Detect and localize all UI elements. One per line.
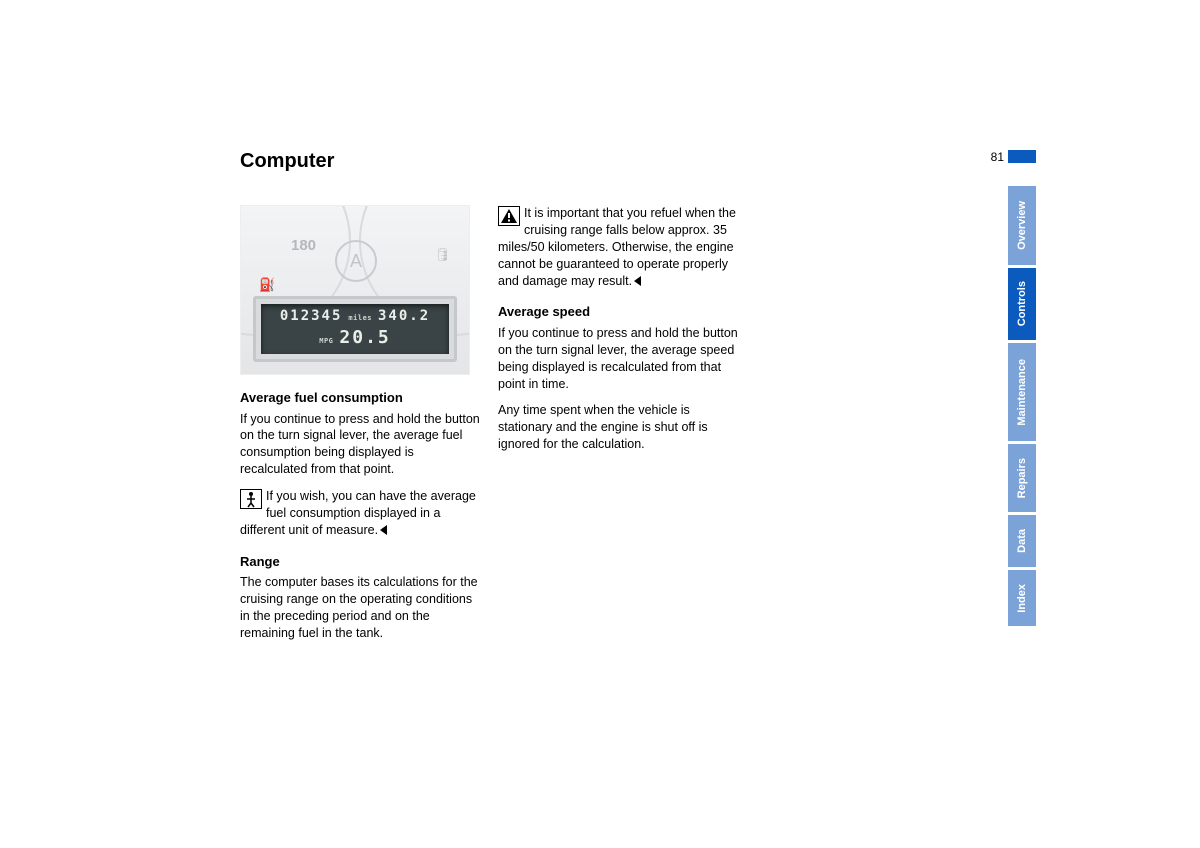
- heading-avg-speed: Average speed: [498, 303, 738, 321]
- note-unit: If you wish, you can have the average fu…: [240, 488, 480, 539]
- text-avg-fuel: If you continue to press and hold the bu…: [240, 411, 480, 479]
- tab-label: Index: [1016, 574, 1028, 623]
- text-avg-speed-2: Any time spent when the vehicle is stati…: [498, 402, 738, 453]
- content-columns: 180 A ⛽ 🛢 012345 miles 340.2 MPG 20.5: [240, 205, 740, 652]
- page-number: 81: [991, 150, 1004, 164]
- mpg-label: MPG: [319, 337, 333, 346]
- person-icon: [240, 489, 262, 509]
- warning-refuel: It is important that you refuel when the…: [498, 205, 738, 289]
- tab-label: Maintenance: [1016, 349, 1028, 436]
- tab-label: Repairs: [1016, 448, 1028, 508]
- end-marker-icon: [634, 276, 641, 286]
- column-left: 180 A ⛽ 🛢 012345 miles 340.2 MPG 20.5: [240, 205, 480, 652]
- tab-maintenance[interactable]: Maintenance: [1008, 343, 1036, 441]
- text-range: The computer bases its calculations for …: [240, 574, 480, 642]
- oil-icon: 🛢: [434, 246, 451, 264]
- heading-avg-fuel: Average fuel consumption: [240, 389, 480, 407]
- page-marker: [1008, 150, 1036, 163]
- tab-index[interactable]: Index: [1008, 570, 1036, 626]
- tab-data[interactable]: Data: [1008, 515, 1036, 567]
- page-title: Computer: [240, 150, 1200, 173]
- dashboard-illustration: 180 A ⛽ 🛢 012345 miles 340.2 MPG 20.5: [240, 205, 470, 375]
- warning-icon: [498, 206, 520, 226]
- speed-number: 180: [291, 236, 316, 256]
- odometer-unit: miles: [348, 314, 372, 323]
- tab-controls[interactable]: Controls: [1008, 268, 1036, 340]
- tab-repairs[interactable]: Repairs: [1008, 444, 1036, 512]
- lcd-bezel: 012345 miles 340.2 MPG 20.5: [253, 296, 457, 362]
- lcd-screen: 012345 miles 340.2 MPG 20.5: [261, 304, 449, 354]
- fuel-icon: ⛽: [259, 276, 275, 294]
- tab-label: Overview: [1016, 191, 1028, 260]
- end-marker-icon: [380, 525, 387, 535]
- note-unit-text: If you wish, you can have the average fu…: [240, 489, 476, 537]
- tab-label: Controls: [1016, 271, 1028, 336]
- warning-refuel-text: It is important that you refuel when the…: [498, 206, 736, 288]
- section-tabs: Overview Controls Maintenance Repairs Data In…: [1008, 186, 1036, 626]
- odometer-value: 012345: [280, 307, 343, 326]
- mpg-value: 20.5: [339, 326, 390, 350]
- trip-value: 340.2: [378, 307, 430, 326]
- center-gauge-icon: A: [335, 240, 377, 282]
- heading-range: Range: [240, 553, 480, 571]
- tab-label: Data: [1016, 519, 1028, 563]
- tab-overview[interactable]: Overview: [1008, 186, 1036, 265]
- manual-page: Computer 81 180 A ⛽ 🛢 012345 miles 340.2: [0, 0, 1200, 848]
- column-right: It is important that you refuel when the…: [498, 205, 738, 652]
- text-avg-speed-1: If you continue to press and hold the bu…: [498, 325, 738, 393]
